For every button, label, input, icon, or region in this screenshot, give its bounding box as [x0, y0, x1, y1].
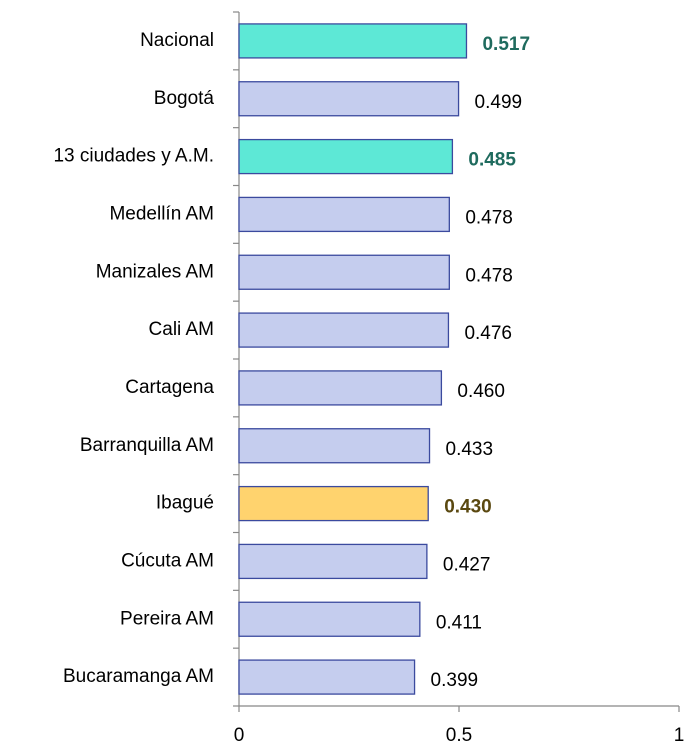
value-label: 0.478: [465, 265, 513, 286]
x-tick-label: 0: [234, 725, 245, 746]
bar: [238, 196, 450, 233]
bar: [238, 81, 460, 117]
value-label: 0.399: [431, 670, 479, 691]
bar: [238, 428, 431, 464]
value-label: 0.499: [475, 92, 523, 113]
bar: [238, 601, 421, 637]
bar: [238, 485, 429, 522]
bar: [238, 312, 450, 348]
bar: [238, 23, 468, 59]
value-label: 0.485: [468, 150, 516, 171]
value-label: 0.478: [465, 207, 513, 228]
bar: [238, 543, 428, 580]
value-label: 0.517: [482, 34, 530, 55]
bar: [238, 659, 416, 695]
bar: [238, 138, 454, 175]
y-tick-label: Cúcuta AM: [121, 550, 214, 571]
value-label: 0.411: [436, 612, 482, 633]
y-tick-label: Bogotá: [154, 88, 215, 109]
y-tick-label: Medellín AM: [109, 203, 214, 224]
y-tick-label: Bucaramanga AM: [63, 666, 214, 687]
value-label: 0.476: [464, 323, 512, 344]
y-tick-label: Pereira AM: [120, 608, 214, 629]
bar: [238, 254, 450, 290]
y-tick-label: Ibagué: [156, 493, 214, 514]
value-label: 0.427: [443, 554, 491, 575]
y-tick-label: Nacional: [140, 30, 214, 51]
y-tick-label: 13 ciudades y A.M.: [53, 146, 214, 167]
y-tick-label: Cali AM: [149, 319, 214, 340]
y-tick-label: Cartagena: [125, 377, 214, 398]
value-label: 0.430: [444, 497, 492, 518]
value-label: 0.460: [457, 381, 505, 402]
x-tick-label: 0.5: [446, 725, 472, 746]
y-tick-label: Barranquilla AM: [80, 435, 214, 456]
value-label: 0.433: [446, 439, 494, 460]
bar: [238, 370, 443, 406]
y-tick-label: Manizales AM: [96, 261, 214, 282]
x-tick-label: 1: [674, 725, 684, 746]
